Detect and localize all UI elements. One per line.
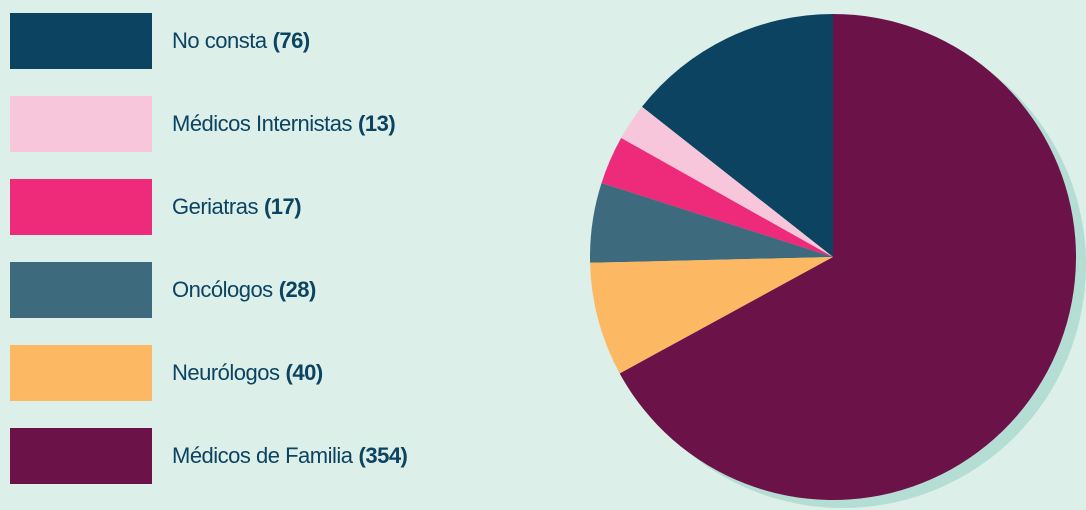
legend-name: Médicos de Familia — [172, 443, 354, 468]
legend-swatch — [10, 345, 152, 401]
legend-label: Neurólogos (40) — [172, 360, 323, 385]
pie-slice — [590, 257, 833, 374]
legend-label: Médicos de Familia (354) — [172, 443, 408, 468]
legend-value: (17) — [264, 194, 301, 219]
pie-slice — [590, 183, 833, 263]
legend-name: No consta — [172, 28, 268, 53]
legend-label: Médicos Internistas (13) — [172, 111, 395, 136]
legend-value: (76) — [273, 28, 310, 53]
legend-value: (40) — [286, 360, 323, 385]
legend-value: (28) — [279, 277, 316, 302]
pie-slice — [601, 138, 833, 257]
legend-value: (13) — [358, 111, 395, 136]
legend-label: No consta (76) — [172, 28, 310, 53]
legend-name: Oncólogos — [172, 277, 273, 302]
legend-swatch — [10, 179, 152, 235]
legend-swatch — [10, 96, 152, 152]
legend-label: Geriatras (17) — [172, 194, 301, 219]
legend-swatch — [10, 428, 152, 484]
legend-label: Oncólogos (28) — [172, 277, 316, 302]
legend-value: (354) — [359, 443, 408, 468]
pie-slice — [619, 14, 1076, 501]
legend-name: Neurólogos — [172, 360, 280, 385]
legend-name: Geriatras — [172, 194, 258, 219]
legend-swatch — [10, 262, 152, 318]
legend-name: Médicos Internistas — [172, 111, 353, 136]
pie-slice — [641, 14, 833, 257]
legend-swatch — [10, 13, 152, 69]
pie-slice — [621, 106, 833, 257]
